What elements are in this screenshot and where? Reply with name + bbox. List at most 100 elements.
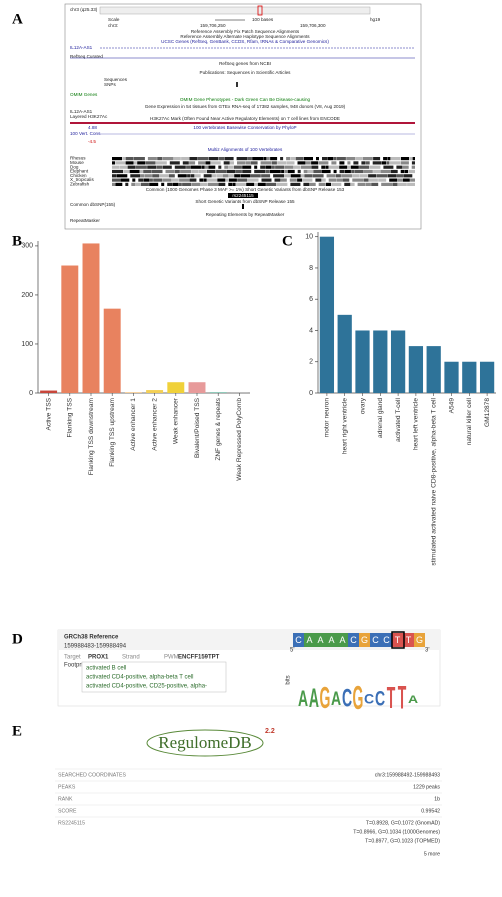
alignment-block: [386, 161, 390, 165]
alignment-block: [331, 182, 342, 186]
alignment-block: [411, 165, 415, 169]
alignment-block: [290, 157, 296, 161]
alignment-block: [382, 161, 386, 165]
base-box: [326, 633, 337, 647]
alignment-block: [313, 169, 322, 174]
alignment-block: [120, 178, 130, 182]
x-tick-label: stimulated activated naive CD8-positive,…: [430, 397, 437, 565]
base: C: [383, 635, 390, 645]
alignment-block: [254, 165, 258, 169]
list-item: activated B cell: [86, 666, 126, 672]
alignment-block: [280, 157, 284, 161]
genome-browser: chr3 (q25.33) Scale 100 bases hg19 chr3:…: [64, 3, 422, 230]
alignment-block: [169, 161, 180, 165]
logo-letter: A: [309, 683, 319, 713]
alignment-block: [135, 165, 147, 169]
alignment-block: [240, 174, 251, 178]
panel-label: E: [12, 723, 22, 739]
x-tick-label: heart right ventricle: [341, 398, 348, 454]
species-label: Dog: [70, 164, 79, 169]
base: G: [361, 635, 368, 645]
alignment-block: [190, 165, 202, 169]
logo-text: RegulomeDB: [158, 733, 252, 752]
alignment-block: [189, 178, 197, 182]
alignment-block: [261, 174, 271, 178]
alignment-block: [218, 157, 225, 161]
axis-label: -4.5: [88, 139, 96, 144]
alignment-block: [263, 157, 267, 161]
alignment-block: [352, 178, 364, 182]
base: C: [295, 635, 302, 645]
track-label: 100 Vert. Cons: [70, 131, 101, 136]
logo-letter: A: [298, 686, 308, 711]
alignment-block: [112, 182, 115, 186]
alignment-block: [352, 174, 360, 178]
alignment-block: [180, 169, 192, 174]
alignment-block: [311, 165, 319, 169]
alignment-block: [194, 174, 201, 178]
x-tick-label: motor neuron: [324, 398, 331, 438]
track-label: SNPs: [104, 82, 116, 87]
track-title: Reference Assembly Fix Patch Sequence Al…: [191, 29, 300, 34]
alignment-block: [131, 182, 136, 186]
alignment-block: [333, 157, 337, 161]
alignment-block: [344, 169, 351, 174]
base: A: [317, 635, 323, 645]
bar: [230, 392, 248, 393]
strand-end: 5': [290, 648, 294, 654]
more-link[interactable]: 5 more: [424, 851, 440, 857]
track-title: 100 vertebrates Basewise Conservation by…: [193, 125, 296, 130]
row-value: 1229 peaks: [413, 784, 440, 790]
track-label: Sequences: [104, 77, 128, 82]
bar: [82, 243, 100, 393]
alignment-block: [138, 178, 144, 182]
track-label: IL12A-AS1: [70, 45, 93, 50]
pwm: ENCFF159TPT: [178, 655, 220, 661]
alignment-block: [187, 174, 191, 178]
alignment-block: [123, 169, 130, 174]
base-box: [392, 633, 403, 647]
alignment-block: [271, 161, 277, 165]
snp-tick: [236, 82, 238, 87]
alignment-block: [119, 165, 128, 169]
alignment-block: [362, 157, 373, 161]
base-box: [414, 633, 425, 647]
alignment-block: [171, 178, 179, 182]
alignment-block: [130, 174, 141, 178]
y-tick-label: 0: [309, 390, 313, 397]
alignment-block: [368, 178, 378, 182]
alignment-block: [405, 169, 408, 174]
alignment-block: [411, 161, 415, 165]
alignment-block: [254, 182, 258, 186]
logo-letter: C: [375, 687, 385, 711]
regulome-table: SEARCHED COORDINATES chr3:159988492-15998…: [55, 768, 442, 857]
logo-letter: C: [342, 686, 352, 713]
bar: [188, 382, 206, 393]
ideogram-marker: [257, 5, 263, 16]
alignment-block: [265, 169, 270, 174]
alignment-block: [274, 178, 281, 182]
alignment-block: [254, 169, 266, 174]
alignment-block: [246, 182, 255, 186]
alignment-block: [303, 169, 308, 174]
alignment-block: [339, 165, 348, 169]
base-box: [381, 633, 392, 647]
alignment-block: [341, 174, 353, 178]
alignment-block: [167, 182, 173, 186]
alignment-block: [133, 157, 145, 161]
alignment-block: [290, 182, 301, 186]
alignment-block: [112, 169, 123, 174]
alignment-block: [140, 182, 149, 186]
alignment-block: [277, 161, 287, 165]
species-rows: RhesusMouseDogElephantChickenX_tropicali…: [70, 156, 415, 187]
y-tick-label: 100: [21, 341, 33, 348]
version: 2.2: [265, 728, 275, 735]
row-label: SCORE: [58, 808, 77, 814]
alignment-block: [182, 182, 192, 186]
alignment-block: [304, 174, 313, 178]
alignment-block: [224, 165, 229, 169]
alignment-block: [135, 182, 141, 186]
alignment-block: [197, 157, 209, 161]
track-title: Gene Expression in 54 tissues from GTEx …: [145, 104, 346, 109]
x-tick-label: ZNF genes & repeats: [215, 397, 222, 460]
